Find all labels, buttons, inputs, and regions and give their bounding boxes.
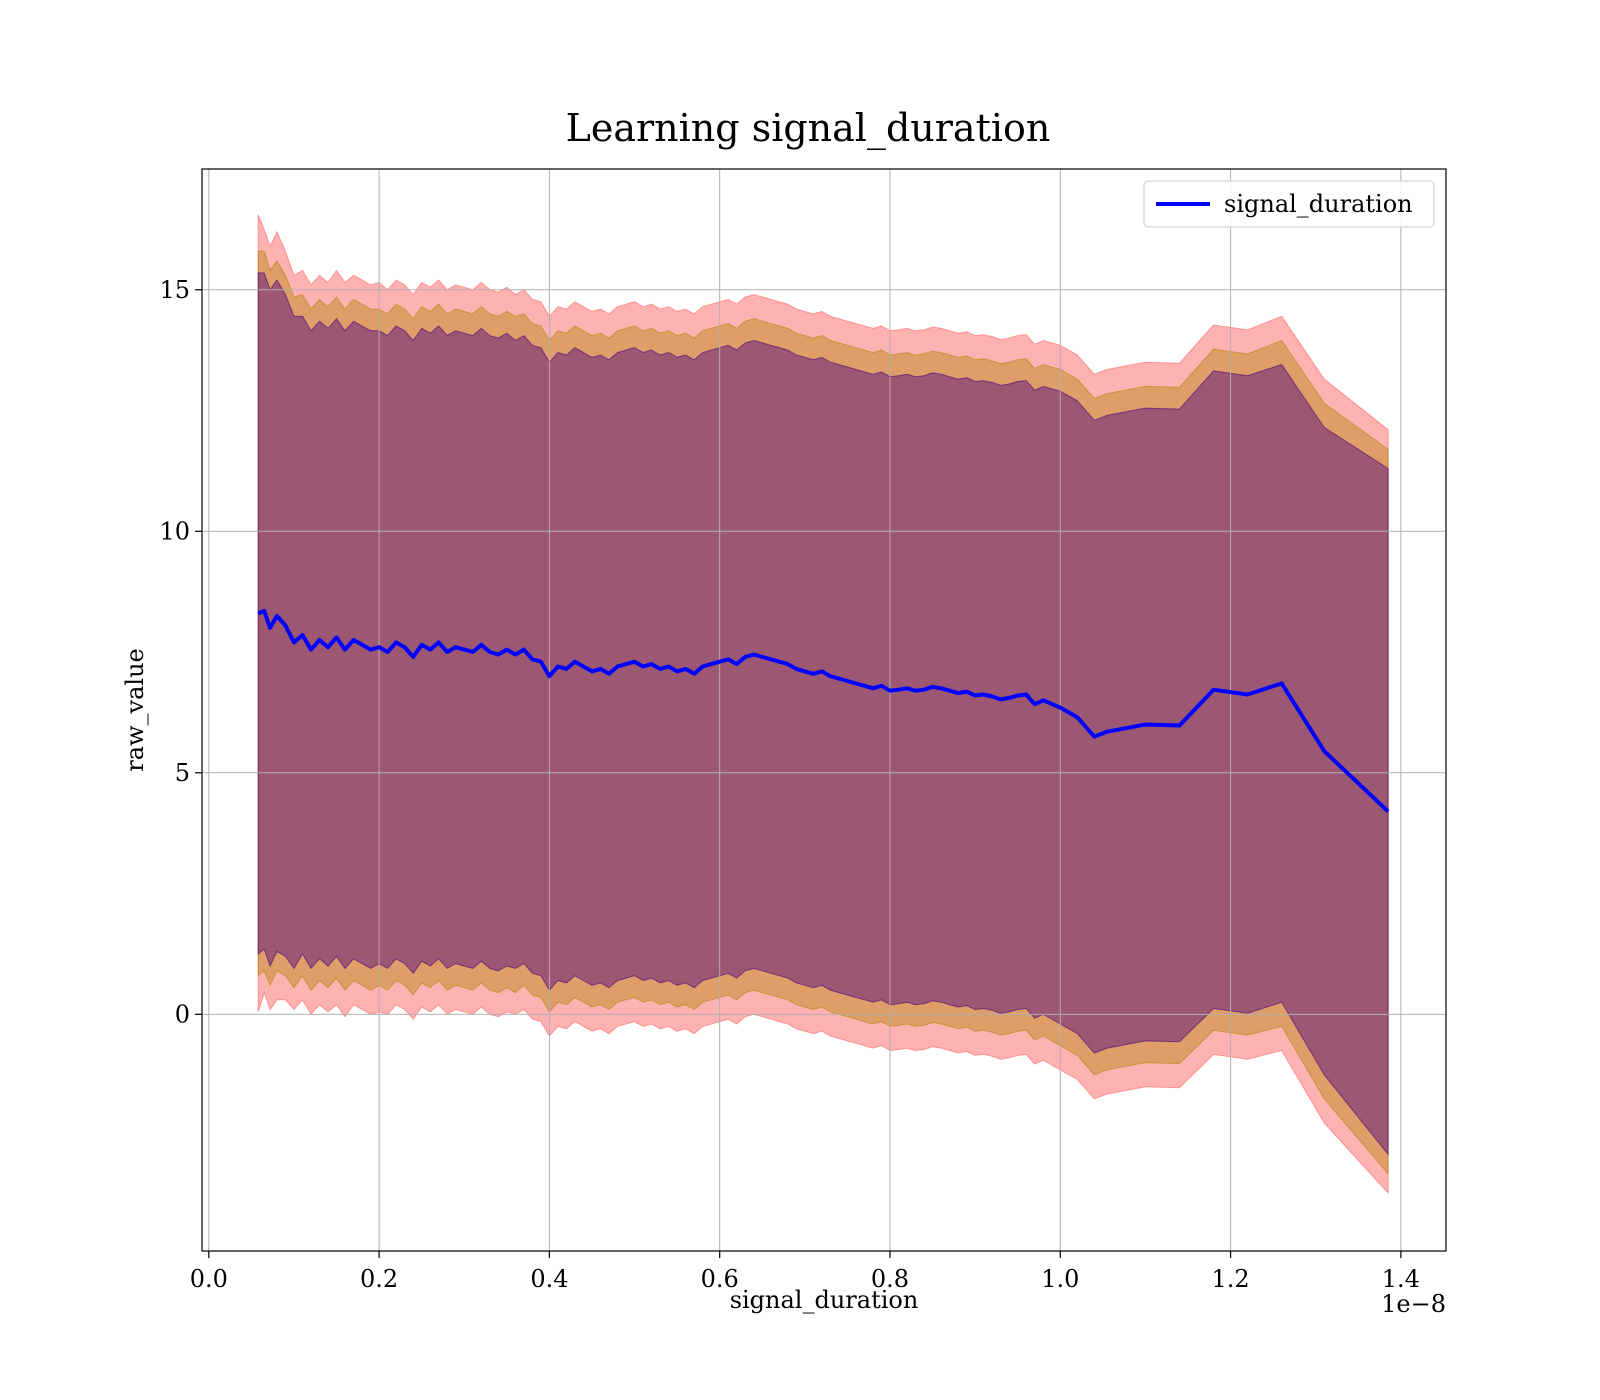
x-tick-label-6: 1.2 (1211, 1265, 1249, 1293)
y-tick-label-1: 5 (175, 759, 190, 787)
band-1 (257, 250, 1389, 1176)
x-tick-label-1: 0.2 (360, 1265, 398, 1293)
band-2 (257, 272, 1389, 1156)
axes-frame (201, 168, 1447, 1252)
series-lines (257, 609, 1390, 813)
x-axis-ticks: 0.0 0.2 0.4 0.6 0.8 1.0 1.2 1.4 (190, 1251, 1420, 1293)
x-axis-offset-label: 1e−8 (1381, 1290, 1446, 1318)
y-axis-ticks: 0 5 10 15 (159, 276, 202, 1028)
x-tick-label-3: 0.6 (701, 1265, 739, 1293)
y-tick-label-3: 15 (159, 276, 190, 304)
y-tick-label-2: 10 (159, 517, 190, 545)
chart-title: Learning signal_duration (566, 106, 1051, 151)
uncertainty-bands (257, 214, 1389, 1195)
x-tick-label-5: 1.0 (1041, 1265, 1079, 1293)
series-line-signal-duration (257, 609, 1390, 813)
x-tick-label-7: 1.4 (1382, 1265, 1420, 1293)
band-0 (257, 214, 1389, 1195)
legend: signal_duration (1143, 180, 1435, 228)
legend-box (1143, 180, 1435, 228)
x-axis-label: signal_duration (730, 1286, 919, 1314)
x-tick-label-4: 0.8 (871, 1265, 909, 1293)
x-tick-label-0: 0.0 (190, 1265, 228, 1293)
y-axis-label: raw_value (121, 648, 149, 772)
plot-area (202, 169, 1446, 1251)
y-tick-label-0: 0 (175, 1000, 190, 1028)
x-tick-label-2: 0.4 (530, 1265, 568, 1293)
legend-entry-signal-duration: signal_duration (1224, 190, 1413, 218)
grid-lines (202, 169, 1446, 1251)
